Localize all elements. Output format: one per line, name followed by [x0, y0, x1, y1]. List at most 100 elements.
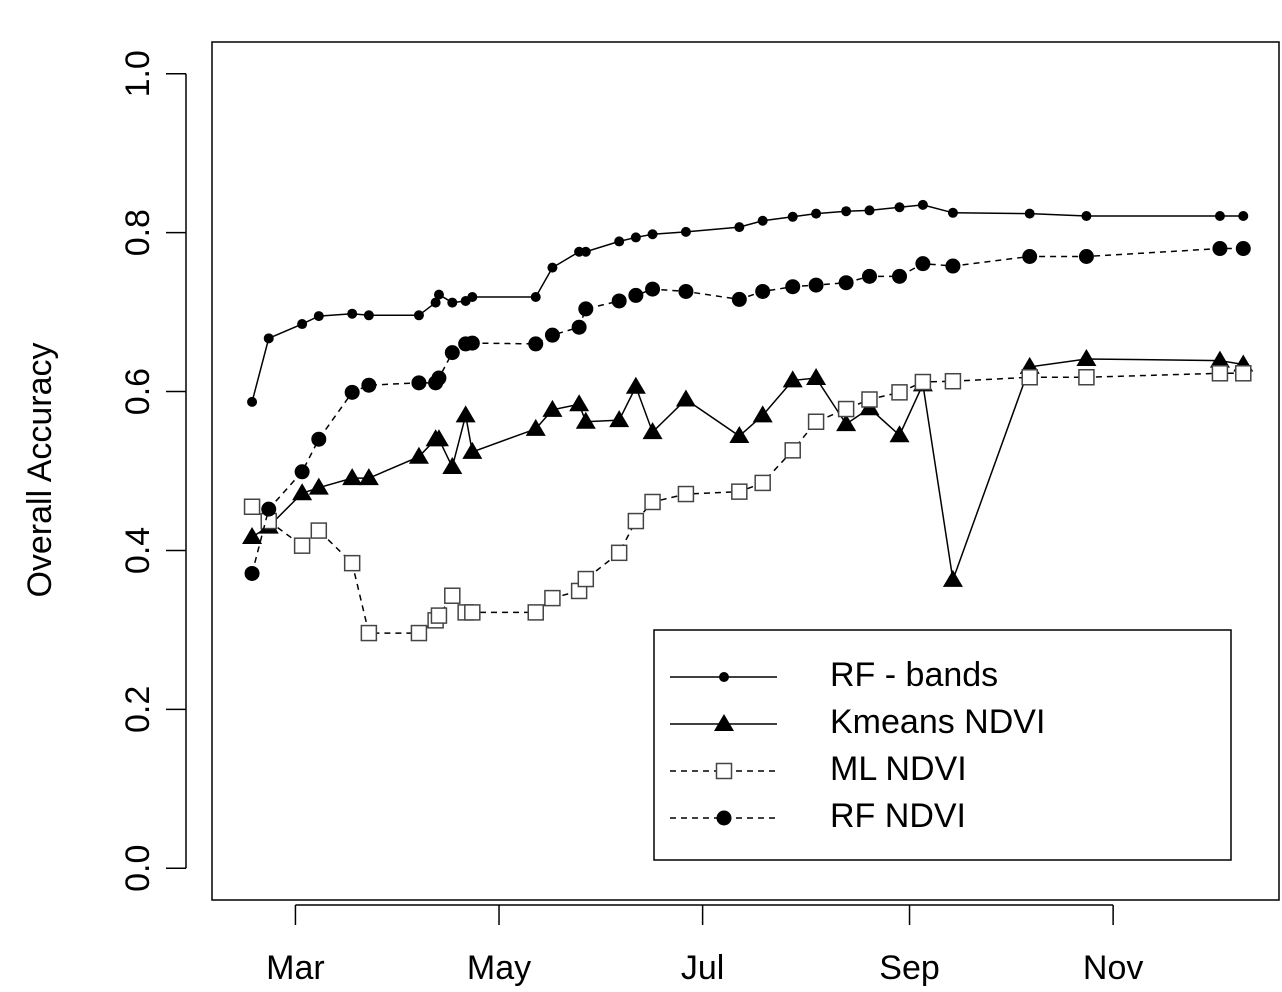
x-tick-label: Mar — [266, 949, 325, 987]
point — [1238, 210, 1249, 221]
point — [343, 554, 361, 572]
point — [1078, 249, 1094, 264]
point — [729, 426, 750, 444]
y-tick-label: 0.8 — [119, 209, 157, 256]
point — [363, 310, 374, 321]
y-tick-label: 0.6 — [119, 368, 157, 415]
point — [1076, 348, 1097, 366]
point — [569, 394, 590, 412]
point — [734, 222, 745, 233]
point — [784, 442, 801, 459]
point — [413, 310, 424, 321]
point — [242, 526, 263, 544]
point — [347, 308, 358, 319]
y-tick-label: 0.4 — [119, 527, 157, 574]
point — [628, 287, 644, 303]
point — [547, 262, 558, 273]
point — [467, 292, 478, 303]
point — [675, 389, 696, 407]
point — [293, 537, 311, 554]
point — [310, 522, 328, 539]
legend-marker — [714, 714, 734, 731]
point — [575, 411, 596, 429]
point — [645, 281, 661, 297]
point — [444, 345, 460, 361]
point — [243, 498, 261, 515]
point — [1211, 365, 1229, 382]
point — [678, 283, 694, 299]
point — [892, 268, 908, 284]
point — [894, 202, 905, 213]
point — [431, 370, 447, 386]
point — [836, 414, 857, 432]
legend-marker — [716, 810, 732, 826]
point — [297, 319, 308, 330]
x-tick-label: Nov — [1083, 949, 1143, 987]
point — [527, 604, 544, 621]
point — [807, 413, 825, 430]
point — [731, 291, 747, 307]
point — [261, 501, 277, 517]
point — [578, 301, 594, 317]
legend-label: Kmeans NDVI — [830, 703, 1045, 741]
point — [889, 425, 910, 443]
point — [444, 587, 461, 604]
point — [914, 373, 932, 391]
point — [611, 293, 627, 309]
point — [410, 624, 428, 642]
point — [308, 477, 329, 495]
point — [942, 569, 963, 587]
point — [947, 207, 958, 218]
point — [411, 375, 427, 391]
point — [442, 457, 463, 475]
point — [571, 319, 587, 335]
point — [644, 493, 661, 511]
point — [462, 441, 483, 459]
point — [785, 279, 801, 295]
point — [752, 405, 773, 423]
point — [544, 589, 561, 607]
point — [1235, 365, 1252, 382]
point — [630, 232, 641, 243]
x-tick-label: Sep — [879, 949, 940, 987]
point — [1021, 369, 1038, 386]
point — [430, 607, 448, 624]
point — [342, 468, 363, 486]
point — [787, 211, 798, 222]
legend-marker — [715, 762, 733, 780]
point — [782, 370, 803, 388]
series-line — [251, 247, 1244, 574]
x-tick-label: Jul — [681, 949, 724, 987]
point — [864, 205, 875, 216]
point — [811, 208, 822, 219]
point — [1024, 208, 1035, 219]
point — [757, 215, 768, 226]
point — [861, 391, 878, 408]
point — [837, 400, 855, 418]
point — [464, 604, 481, 621]
point — [577, 570, 595, 588]
point — [1078, 369, 1095, 386]
point — [642, 422, 663, 440]
point — [530, 292, 541, 303]
point — [625, 376, 646, 394]
point — [542, 399, 563, 417]
series-line — [251, 372, 1244, 634]
point — [544, 327, 560, 343]
point — [610, 544, 628, 562]
point — [344, 384, 360, 400]
point — [838, 275, 854, 291]
y-axis-label: Overall Accuracy — [21, 342, 59, 597]
legend-box — [653, 629, 1232, 861]
point — [292, 483, 313, 501]
point — [609, 410, 630, 428]
point — [1081, 210, 1092, 221]
point — [244, 565, 260, 581]
point — [408, 446, 429, 464]
y-tick-label: 1.0 — [119, 50, 157, 97]
x-tick-label: May — [467, 949, 531, 987]
point — [755, 283, 771, 299]
point — [464, 335, 480, 351]
plot-frame — [211, 41, 1280, 901]
point — [580, 246, 591, 257]
